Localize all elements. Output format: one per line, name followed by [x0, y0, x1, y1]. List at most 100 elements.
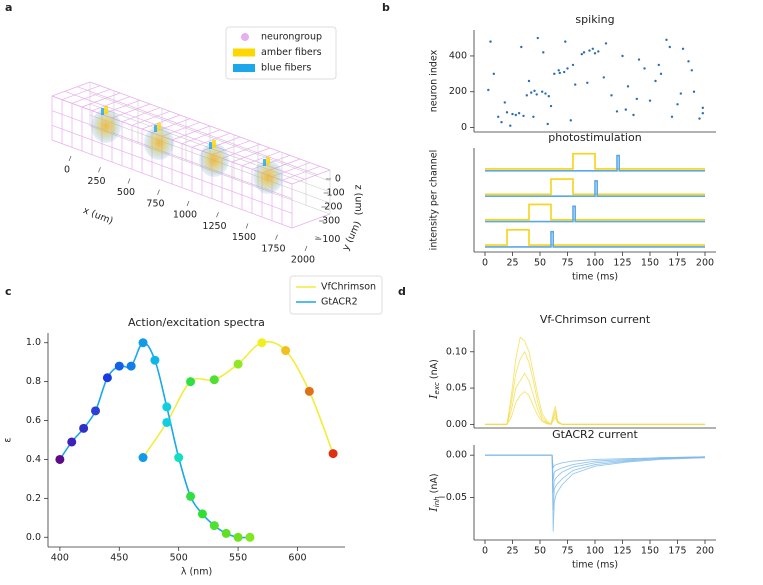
- y-tick-label: 0.10: [446, 346, 467, 357]
- neuron-grid: [71, 89, 111, 104]
- x-tick: [304, 245, 308, 252]
- x-tick-label: 75: [561, 546, 573, 557]
- x-tick-label: 50: [534, 546, 546, 557]
- y-axis-label: intensity per channel: [429, 150, 440, 251]
- x-tick-label: 1250: [202, 221, 226, 232]
- x-tick-label: 1750: [261, 243, 285, 254]
- legend-label: GtACR2: [321, 297, 358, 308]
- blue-fiber: [209, 142, 212, 149]
- spike: [687, 60, 690, 63]
- x-tick-label: 150: [641, 546, 659, 557]
- spike: [654, 79, 657, 83]
- spike: [509, 124, 512, 127]
- x-tick-label: 2000: [291, 255, 315, 266]
- spike: [497, 115, 500, 118]
- blue-fiber: [263, 159, 266, 166]
- data-point: [91, 406, 101, 416]
- x-tick-label: 250: [87, 176, 105, 187]
- x-tick-label: 600: [288, 553, 306, 564]
- legend-label: neurongroup: [261, 32, 322, 43]
- spike: [546, 122, 549, 126]
- y-tick-label: −0.05: [438, 492, 467, 503]
- x-tick-label: 750: [146, 198, 164, 209]
- x-tick-label: 25: [506, 546, 518, 557]
- neuron-grid: [291, 213, 331, 229]
- x-axis-label: time (ms): [572, 560, 618, 571]
- series-line: [485, 203, 705, 221]
- spike: [505, 111, 509, 114]
- spike: [492, 72, 495, 76]
- x-tick-label: 175: [668, 546, 686, 557]
- spike: [542, 51, 545, 54]
- spike: [588, 49, 591, 52]
- series-line: [142, 341, 334, 458]
- legend-label: VfChrimson: [321, 282, 376, 293]
- spike: [602, 76, 605, 79]
- spike: [657, 63, 660, 67]
- spike: [489, 40, 492, 43]
- x-tick-label: 200: [696, 546, 714, 557]
- x-tick-label: 0: [482, 258, 488, 269]
- x-tick-label: 125: [613, 258, 631, 269]
- neuron-grid: [51, 125, 293, 214]
- y-axis-label: Iinh (nA): [427, 473, 441, 512]
- neuron-grid: [231, 147, 271, 163]
- amber-fiber: [104, 106, 108, 114]
- spike: [582, 51, 586, 54]
- series-line: [485, 152, 705, 170]
- y-tick: [315, 236, 320, 239]
- x-tick: [245, 223, 249, 229]
- spike: [593, 52, 597, 55]
- y-label-unit: (nA): [429, 473, 440, 493]
- x-tick-label: 1500: [232, 232, 256, 243]
- x-axis-label: x (um): [81, 205, 114, 227]
- spike: [503, 101, 506, 104]
- x-tick: [157, 189, 160, 195]
- spike: [557, 69, 560, 72]
- spike: [681, 47, 685, 50]
- x-tick-label: 0: [482, 546, 488, 557]
- y-tick-label: 0.00: [446, 419, 467, 430]
- y-tick-label: 0.2: [26, 493, 41, 504]
- series-line: [485, 372, 705, 425]
- x-axis-label: λ (nm): [181, 567, 212, 578]
- y-tick-label: 1.0: [26, 337, 41, 348]
- amber-fiber: [212, 140, 216, 148]
- data-point: [186, 491, 196, 501]
- panel-label: b: [382, 1, 390, 14]
- y-tick-label: 0.05: [446, 383, 467, 394]
- neuron-grid: [89, 81, 331, 171]
- spike: [571, 63, 575, 67]
- data-point: [126, 361, 136, 371]
- spike: [604, 42, 608, 45]
- x-tick-label: 50: [534, 258, 546, 269]
- spike: [580, 52, 583, 56]
- spike: [597, 50, 600, 53]
- spike: [522, 114, 525, 118]
- spike: [692, 90, 696, 93]
- blue-fiber: [154, 125, 157, 132]
- series-line: [485, 454, 706, 481]
- spike: [679, 92, 682, 95]
- series-line: [485, 454, 706, 511]
- spike: [615, 110, 619, 113]
- series-line: [485, 391, 705, 425]
- amber-fiber: [157, 123, 161, 131]
- y-axis-label: y (um): [340, 219, 363, 252]
- spike: [586, 81, 589, 84]
- spike: [624, 108, 627, 111]
- series-line: [485, 230, 705, 248]
- spike: [527, 79, 531, 83]
- z-axis-label: z (um): [353, 185, 364, 216]
- y-axis-label: ε: [3, 437, 14, 442]
- spike: [670, 115, 674, 118]
- fiber-light: [91, 109, 121, 143]
- spike: [514, 113, 517, 117]
- neuron-grid: [281, 166, 321, 181]
- neuron-grid: [51, 81, 91, 97]
- panel-label: d: [398, 285, 406, 298]
- spike: [569, 119, 572, 122]
- spike: [668, 45, 671, 49]
- fiber-light: [199, 143, 229, 177]
- data-point: [162, 402, 172, 412]
